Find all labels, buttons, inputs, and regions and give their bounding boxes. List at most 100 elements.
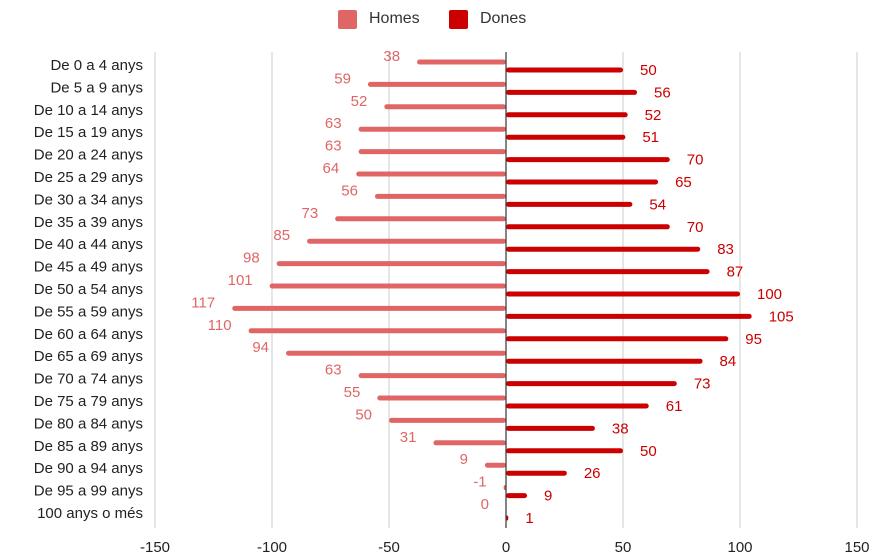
bar-homes — [276, 261, 506, 267]
data-label-dones: 50 — [640, 62, 657, 79]
legend-item-homes[interactable]: Homes — [338, 8, 420, 30]
data-label-homes: 55 — [344, 384, 361, 401]
legend-label-homes: Homes — [369, 10, 420, 27]
bar-dones — [506, 179, 659, 185]
bar-homes — [358, 373, 506, 379]
bar-homes — [484, 462, 506, 468]
category-label: De 55 a 59 anys — [34, 303, 143, 320]
bar-homes — [286, 350, 506, 356]
bar-dones — [506, 269, 710, 275]
category-label: De 75 a 79 anys — [34, 393, 143, 410]
legend-label-dones: Dones — [480, 10, 527, 27]
data-label-homes: 0 — [481, 496, 489, 513]
category-label: De 65 a 69 anys — [34, 348, 143, 365]
bar-dones — [506, 448, 623, 454]
category-label: De 50 a 54 anys — [34, 281, 143, 298]
bar-dones — [506, 112, 628, 118]
data-label-homes: 52 — [351, 93, 368, 110]
bar-homes — [248, 328, 506, 334]
legend-swatch-homes — [338, 9, 357, 29]
data-label-dones: 70 — [687, 152, 704, 169]
data-label-dones: 105 — [769, 308, 794, 325]
bar-dones — [506, 246, 701, 252]
bar-dones — [506, 224, 670, 230]
data-label-homes: 98 — [243, 250, 260, 267]
bar-homes — [389, 417, 506, 423]
x-tick-label: -100 — [257, 539, 287, 556]
data-label-homes: 110 — [208, 317, 232, 334]
bar-dones — [506, 134, 626, 140]
data-label-dones: 50 — [640, 443, 657, 460]
data-label-homes: 63 — [325, 138, 342, 155]
data-label-dones: 83 — [717, 241, 734, 258]
x-tick-label: -50 — [378, 539, 400, 556]
data-label-dones: 87 — [727, 264, 744, 281]
bar-homes — [374, 193, 506, 199]
data-label-homes: 31 — [400, 429, 417, 446]
data-label-homes: 73 — [301, 205, 318, 222]
bar-dones — [506, 67, 623, 73]
category-label: 100 anys o més — [37, 505, 143, 522]
bar-dones — [506, 201, 633, 207]
data-label-dones: 38 — [612, 420, 629, 437]
data-label-dones: 52 — [645, 107, 662, 124]
bar-dones — [506, 425, 595, 431]
bar-dones — [506, 358, 703, 364]
category-label: De 60 a 64 anys — [34, 326, 143, 343]
data-label-dones: 9 — [544, 488, 552, 505]
bar-homes — [307, 238, 506, 244]
data-label-dones: 100 — [757, 286, 782, 303]
data-label-dones: 54 — [649, 196, 666, 213]
x-tick-label: 100 — [727, 539, 752, 556]
data-label-homes: 50 — [355, 406, 372, 423]
bar-homes — [367, 81, 506, 87]
data-label-dones: 65 — [675, 174, 692, 191]
bar-homes — [433, 440, 506, 446]
bar-dones — [506, 336, 729, 342]
bar-dones — [506, 403, 649, 409]
bar-homes — [232, 305, 506, 311]
category-label: De 0 a 4 anys — [50, 57, 143, 74]
legend-item-dones[interactable]: Dones — [449, 8, 526, 30]
category-label: De 95 a 99 anys — [34, 483, 143, 500]
category-label: De 90 a 94 anys — [34, 460, 143, 477]
x-tick-label: -150 — [140, 539, 170, 556]
data-label-homes: 56 — [341, 182, 358, 199]
data-label-dones: 51 — [642, 129, 659, 146]
data-label-homes: 117 — [191, 294, 215, 311]
category-label: De 40 a 44 anys — [34, 236, 143, 253]
category-label: De 15 a 19 anys — [34, 124, 143, 141]
data-label-homes: 9 — [460, 451, 468, 468]
category-label: De 85 a 89 anys — [34, 438, 143, 455]
category-label: De 20 a 24 anys — [34, 147, 143, 164]
data-label-homes: 38 — [383, 48, 400, 65]
bar-dones — [506, 157, 670, 163]
category-label: De 10 a 14 anys — [34, 102, 143, 119]
x-tick-label: 0 — [502, 539, 510, 556]
data-label-dones: 70 — [687, 219, 704, 236]
category-label: De 25 a 29 anys — [34, 169, 143, 186]
category-label: De 35 a 39 anys — [34, 214, 143, 231]
bar-homes — [417, 59, 506, 65]
bar-homes — [269, 283, 506, 289]
data-label-homes: 63 — [325, 115, 342, 132]
x-tick-label: 150 — [844, 539, 869, 556]
data-label-dones: 95 — [745, 331, 762, 348]
category-label: De 45 a 49 anys — [34, 259, 143, 276]
category-label: De 70 a 74 anys — [34, 371, 143, 388]
data-label-homes: -1 — [473, 474, 486, 491]
data-label-homes: 64 — [323, 160, 340, 177]
data-label-dones: 73 — [694, 376, 711, 393]
bar-homes — [335, 216, 506, 222]
bar-dones — [506, 291, 740, 297]
bar-homes — [358, 126, 506, 132]
category-label: De 30 a 34 anys — [34, 191, 143, 208]
bar-homes — [356, 171, 506, 177]
data-label-homes: 94 — [252, 339, 269, 356]
bar-dones — [506, 470, 567, 476]
data-label-dones: 56 — [654, 84, 671, 101]
bar-dones — [506, 493, 528, 499]
bar-dones — [506, 89, 638, 95]
bar-homes — [384, 104, 506, 110]
data-label-homes: 85 — [273, 227, 290, 244]
